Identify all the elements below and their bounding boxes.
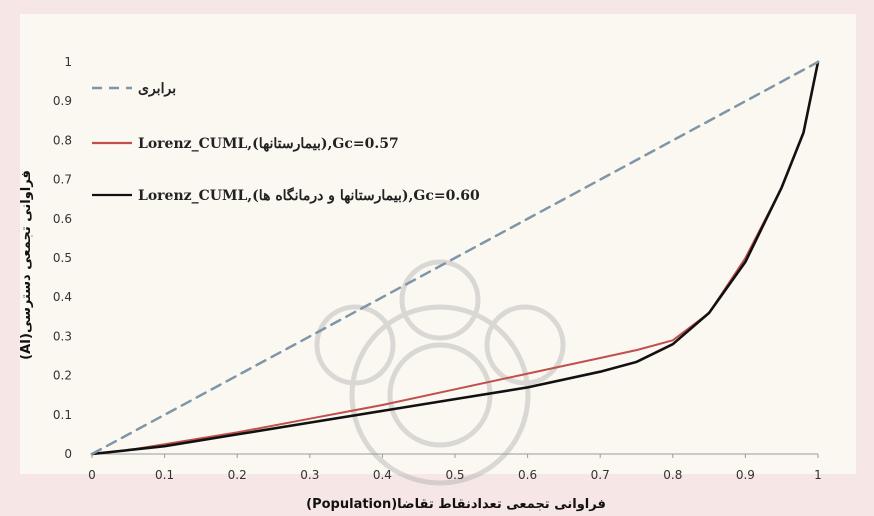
- legend-label-0: برابری: [138, 81, 176, 97]
- x-tick-label: 0.3: [300, 468, 319, 482]
- x-tick-label: 0.1: [155, 468, 174, 482]
- x-tick-label: 0.7: [591, 468, 610, 482]
- y-tick-label: 0.7: [53, 173, 72, 187]
- watermark-logo: [314, 259, 566, 486]
- watermark-right-loop: [484, 304, 566, 386]
- x-tick-label: 0.2: [228, 468, 247, 482]
- axes: 0 0.1 0.2 0.3 0.4 0.5 0.6 0.7 0.8 0.9 1 0 0.1 0.2 0.3 0…: [53, 55, 822, 482]
- x-tick-label: 1: [814, 468, 822, 482]
- x-axis-title: فراوانی تجمعی تعدادنقاط تقاضا(Population…: [306, 497, 606, 512]
- series-line-2: [90, 60, 820, 456]
- y-tick-label: 0.3: [53, 329, 72, 343]
- x-tick-label: 0.8: [663, 468, 682, 482]
- x-tick-label: 0.6: [518, 468, 537, 482]
- watermark-left-loop: [314, 304, 396, 386]
- legend-label-2: Lorenz_CUML,(بیمارستانها و درمانگاه ها),…: [138, 187, 480, 204]
- y-axis-title: فراوانی تجمعی دسترسی(AI): [19, 170, 34, 360]
- y-tick-label: 0.6: [53, 212, 72, 226]
- watermark-top-loop: [399, 259, 481, 341]
- legend: برابری Lorenz_CUML,(بیمارستانها),Gc=0.57 L…: [92, 81, 480, 204]
- x-tick-label: 0: [88, 468, 96, 482]
- y-tick-label: 0.4: [53, 290, 72, 304]
- series-layer: [90, 60, 820, 456]
- y-tick-label: 0.8: [53, 133, 72, 147]
- y-tick-label: 0.1: [53, 408, 72, 422]
- legend-label-1: Lorenz_CUML,(بیمارستانها),Gc=0.57: [138, 136, 399, 152]
- watermark-ring: [349, 304, 531, 486]
- watermark-inner-ring: [387, 342, 493, 448]
- series-line-0: [90, 60, 820, 456]
- y-tick-label: 0.9: [53, 94, 72, 108]
- plot-area: [20, 14, 856, 474]
- x-tick-label: 0.9: [736, 468, 755, 482]
- x-tick-label: 0.5: [445, 468, 464, 482]
- y-tick-label: 0.2: [53, 369, 72, 383]
- y-tick-label: 0: [64, 447, 72, 461]
- y-tick-label: 0.5: [53, 251, 72, 265]
- y-tick-label: 1: [64, 55, 72, 69]
- x-tick-label: 0.4: [373, 468, 392, 482]
